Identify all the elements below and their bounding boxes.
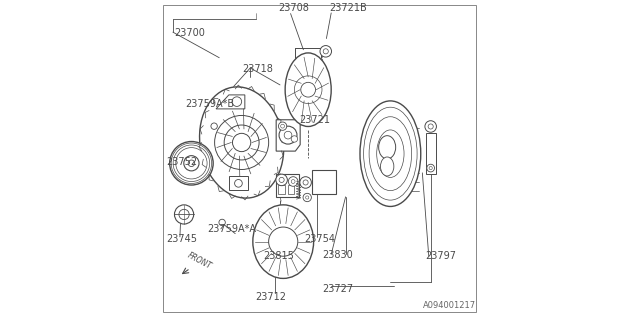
- Polygon shape: [216, 95, 245, 109]
- Circle shape: [276, 174, 287, 186]
- Circle shape: [175, 205, 194, 224]
- Circle shape: [300, 177, 312, 188]
- Text: 23727: 23727: [323, 284, 354, 294]
- Text: 23759A*A: 23759A*A: [207, 224, 257, 234]
- Circle shape: [429, 166, 432, 170]
- Text: 23700: 23700: [174, 28, 205, 38]
- Polygon shape: [229, 176, 248, 190]
- Circle shape: [279, 126, 297, 144]
- Circle shape: [281, 124, 285, 128]
- Ellipse shape: [200, 87, 284, 198]
- Text: 23745: 23745: [166, 234, 198, 244]
- Circle shape: [291, 136, 298, 142]
- Text: 23759A*B: 23759A*B: [185, 99, 234, 109]
- Circle shape: [323, 49, 328, 54]
- Circle shape: [188, 160, 195, 166]
- Text: 23830: 23830: [323, 250, 353, 260]
- Text: 23754: 23754: [305, 234, 335, 244]
- Circle shape: [425, 121, 436, 132]
- Text: 23708: 23708: [278, 3, 308, 13]
- Bar: [288, 185, 294, 194]
- Ellipse shape: [381, 157, 394, 176]
- Text: A094001217: A094001217: [423, 301, 476, 310]
- Circle shape: [427, 164, 435, 172]
- Circle shape: [284, 131, 292, 139]
- Circle shape: [291, 180, 295, 183]
- Circle shape: [320, 45, 332, 57]
- Circle shape: [219, 219, 225, 226]
- Circle shape: [279, 177, 284, 182]
- Circle shape: [179, 209, 189, 220]
- Ellipse shape: [360, 101, 420, 206]
- Text: 23815: 23815: [263, 251, 294, 261]
- Circle shape: [303, 180, 308, 185]
- Circle shape: [278, 122, 287, 130]
- Circle shape: [235, 180, 243, 187]
- Text: 23712: 23712: [255, 292, 286, 302]
- Text: 23752: 23752: [166, 157, 198, 167]
- Ellipse shape: [253, 205, 314, 278]
- Text: FRONT: FRONT: [186, 251, 214, 271]
- Ellipse shape: [285, 53, 331, 126]
- Circle shape: [289, 177, 298, 186]
- Circle shape: [428, 124, 433, 129]
- Circle shape: [301, 82, 316, 97]
- Text: 23797: 23797: [426, 251, 456, 261]
- Circle shape: [211, 123, 218, 129]
- Text: 23721: 23721: [300, 115, 330, 125]
- Bar: [278, 185, 285, 194]
- Bar: [426, 133, 436, 174]
- Circle shape: [306, 196, 309, 199]
- Bar: [312, 170, 336, 194]
- Polygon shape: [276, 120, 300, 151]
- Circle shape: [170, 141, 213, 185]
- Bar: [276, 173, 299, 197]
- Text: 23721B: 23721B: [329, 3, 367, 13]
- Text: 23718: 23718: [243, 64, 273, 74]
- Ellipse shape: [379, 136, 396, 159]
- Circle shape: [232, 97, 242, 107]
- Circle shape: [184, 156, 199, 171]
- Circle shape: [303, 193, 312, 202]
